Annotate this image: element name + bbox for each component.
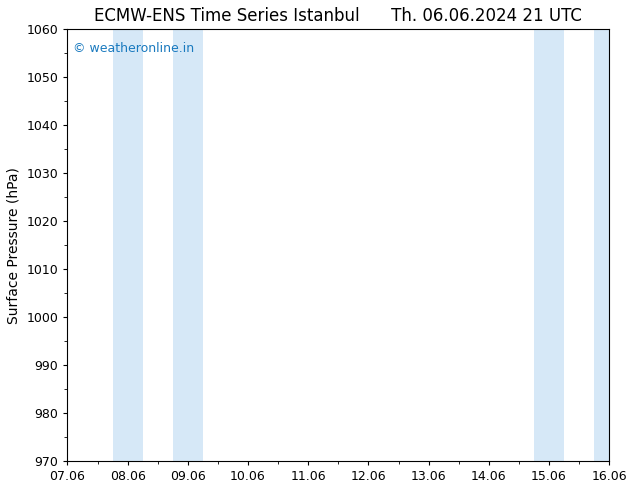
Bar xyxy=(172,29,203,461)
Bar xyxy=(534,29,564,461)
Bar xyxy=(594,29,609,461)
Title: ECMW-ENS Time Series Istanbul      Th. 06.06.2024 21 UTC: ECMW-ENS Time Series Istanbul Th. 06.06.… xyxy=(94,7,582,25)
Y-axis label: Surface Pressure (hPa): Surface Pressure (hPa) xyxy=(7,167,21,323)
Bar xyxy=(113,29,143,461)
Text: © weatheronline.in: © weatheronline.in xyxy=(73,42,194,55)
